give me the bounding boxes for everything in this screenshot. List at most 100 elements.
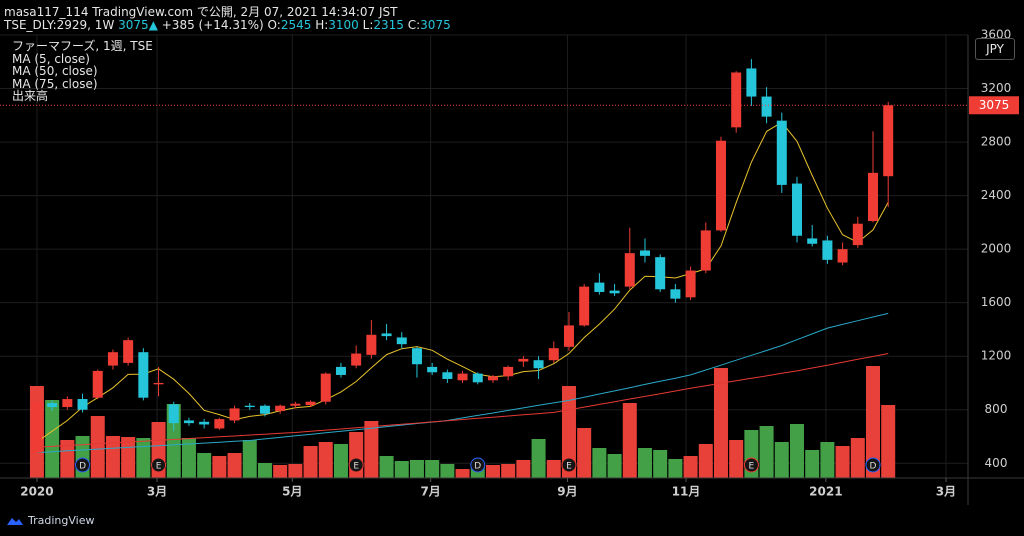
candle-body [639, 250, 650, 256]
candle-body [457, 373, 468, 381]
volume-bar [121, 437, 136, 478]
volume-bar [516, 460, 531, 478]
event-label: E [156, 462, 162, 472]
candle-body [867, 172, 878, 222]
candle-body [883, 105, 894, 177]
candle-body [320, 373, 331, 402]
candle-body [624, 253, 635, 287]
logo: TradingView [6, 514, 94, 527]
y-tick-label: 3200 [981, 81, 1012, 95]
x-tick-label: 2020 [20, 485, 53, 499]
event-marker [348, 457, 364, 473]
legend-ma: MA (5, close) [12, 51, 90, 66]
candle-body [700, 230, 711, 271]
candle-body [183, 420, 194, 424]
o-label: O: [267, 18, 281, 32]
candle-body [92, 370, 103, 398]
volume-bar [789, 424, 804, 478]
l-value: 2315 [373, 18, 404, 32]
candle-body [655, 257, 666, 290]
volume-bar [653, 450, 668, 478]
arrow: ▲ [148, 18, 158, 32]
l-label: L: [362, 18, 374, 32]
c-value: 3075 [420, 18, 451, 32]
candle-body [214, 419, 225, 429]
ma-line [36, 353, 889, 448]
volume-bar [212, 456, 227, 478]
volume-bar [622, 403, 637, 478]
candle-body [229, 408, 240, 421]
volume-bar [45, 400, 60, 478]
event-label: D [870, 462, 877, 472]
event-label: D [79, 462, 86, 472]
candle-body [47, 403, 58, 408]
candle-body [411, 348, 422, 365]
volume-bar [546, 460, 561, 478]
volume-bar [90, 416, 105, 478]
candle-body [503, 366, 514, 377]
volume-bar [698, 444, 713, 478]
volume-bar [531, 439, 546, 478]
candle-body [305, 401, 316, 406]
c-label: C: [407, 18, 421, 32]
candle-body [472, 373, 483, 383]
candle-body [594, 282, 605, 292]
candle-body [442, 372, 453, 379]
ma-line [36, 121, 889, 443]
logo-icon [7, 517, 23, 525]
volume-bar [197, 453, 212, 478]
volume-bar [440, 464, 455, 478]
event-marker [75, 457, 91, 473]
candle-body [487, 376, 498, 381]
candle-body [77, 399, 88, 410]
candle-body [31, 401, 42, 453]
candle-body [427, 366, 438, 373]
x-tick-label: 3月 [936, 485, 956, 499]
candle-body [791, 183, 802, 236]
candle-body [761, 96, 772, 117]
volume-bar [683, 456, 698, 478]
candle-body [351, 353, 362, 366]
volume-bar [881, 405, 896, 478]
currency[interactable]: JPY [975, 38, 1015, 60]
x-tick-label: 11月 [672, 485, 701, 499]
volume-bar [425, 460, 440, 478]
quote-line: TSE_DLY:2929, 1W 3075▲ +385 (+14.31%) O:… [4, 18, 451, 32]
y-tick-label: 400 [985, 456, 1008, 470]
volume-bar [364, 421, 379, 478]
y-tick-label: 1600 [981, 295, 1012, 309]
volume-bar [501, 464, 516, 478]
event-marker [865, 457, 881, 473]
candle-body [731, 72, 742, 128]
candle-body [852, 223, 863, 246]
volume-bar [227, 453, 242, 478]
y-tick-label: 2000 [981, 242, 1012, 256]
volume-bar [592, 448, 607, 478]
volume-bar [242, 440, 257, 478]
y-tick-label: 800 [985, 402, 1008, 416]
volume-bar [774, 442, 789, 478]
volume-bar [759, 426, 774, 478]
volume-bar [850, 438, 865, 478]
candle-body [366, 334, 377, 355]
volume-bar [257, 463, 272, 478]
candle-body [275, 405, 286, 412]
volume-bar [394, 461, 409, 478]
volume-bar [637, 448, 652, 478]
x-tick-label: 7月 [420, 485, 440, 499]
candle-body [153, 382, 164, 385]
volume-bar [333, 444, 348, 478]
event-marker [470, 457, 486, 473]
candle-body [335, 366, 346, 375]
volume-bar [577, 428, 592, 478]
event-label: E [353, 462, 359, 472]
volume-bar [181, 438, 196, 478]
y-tick-label: 2800 [981, 135, 1012, 149]
last-price: 3075 [118, 18, 149, 32]
candle-body [548, 348, 559, 361]
x-tick-label: 2021 [809, 485, 842, 499]
legend-title: ファーマフーズ, 1週, TSE [12, 39, 153, 53]
volume-bar [805, 450, 820, 478]
